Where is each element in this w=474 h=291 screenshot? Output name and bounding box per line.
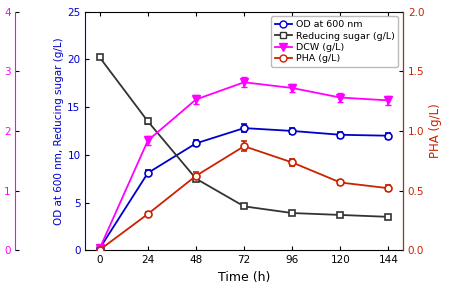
Legend: OD at 600 nm, Reducing sugar (g/L), DCW (g/L), PHA (g/L): OD at 600 nm, Reducing sugar (g/L), DCW … xyxy=(271,16,398,67)
X-axis label: Time (h): Time (h) xyxy=(218,271,270,284)
Y-axis label: PHA (g/L): PHA (g/L) xyxy=(428,104,442,158)
Y-axis label: OD at 600 nm, Reducing sugar (g/L): OD at 600 nm, Reducing sugar (g/L) xyxy=(55,37,64,225)
